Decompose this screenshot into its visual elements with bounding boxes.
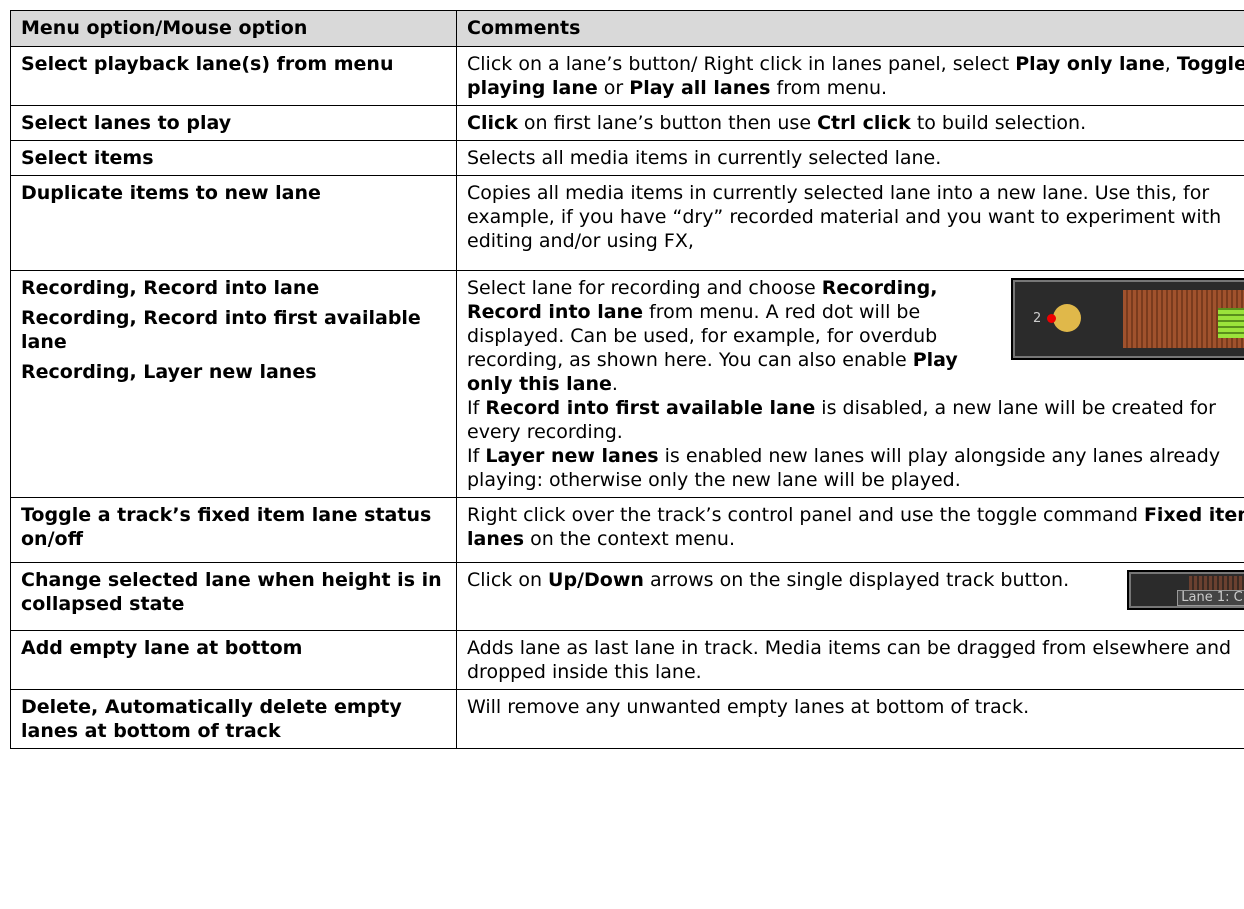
comment-cell: Selects all media items in currently sel… <box>456 140 1244 176</box>
comment-text: Select lane for recording and choose <box>467 277 822 299</box>
table-row: Select playback lane(s) from menu Click o… <box>10 46 1244 106</box>
header-cell: Menu option/Mouse option <box>10 10 457 47</box>
comment-text: Click on a lane’s button/ Right click in… <box>467 53 1016 75</box>
comment-paragraph: Click on first lane’s button then use Ct… <box>467 111 1244 135</box>
comment-text: Right click over the track’s control pan… <box>467 504 1144 526</box>
comment-text: from menu. A red dot will be displayed. … <box>467 301 938 371</box>
comment-paragraph: Click on a lane’s button/ Right click in… <box>467 52 1244 100</box>
table-row: Duplicate items to new lane Copies all me… <box>10 175 1244 271</box>
comment-text: on the context menu. <box>524 528 736 550</box>
comment-cell: Will remove any unwanted empty lanes at … <box>456 689 1244 749</box>
selected-items <box>1218 308 1244 338</box>
screenshot: 2 <box>1011 278 1244 360</box>
bold-text: Toggle playing lane <box>467 53 1244 99</box>
comment-paragraph: Click on Up/Down arrows on the single di… <box>467 568 1244 592</box>
option-text: Select playback lane(s) from menu <box>21 53 394 75</box>
table-body: Select playback lane(s) from menu Click o… <box>10 46 1244 749</box>
option-text: Change selected lane when height is in c… <box>21 569 442 615</box>
option-cell: Select items <box>10 140 457 176</box>
option-cell: Add empty lane at bottom <box>10 630 457 690</box>
option-text: Recording, Layer new lanes <box>21 361 317 383</box>
comment-text: Will remove any unwanted empty lanes at … <box>467 696 1030 718</box>
comment-paragraph: Adds lane as last lane in track. Media i… <box>467 636 1244 684</box>
bold-text: Play all lanes <box>629 77 771 99</box>
table-row: Select items Selects all media items in c… <box>10 140 1244 176</box>
bold-text: Play only lane <box>1015 53 1165 75</box>
table-row: Add empty lane at bottom Adds lane as las… <box>10 630 1244 690</box>
comment-text: Selects all media items in currently sel… <box>467 147 942 169</box>
comment-paragraph: Select lane for recording and choose Rec… <box>467 276 1244 396</box>
comment-cell: Right click over the track’s control pan… <box>456 497 1244 563</box>
option-text: Toggle a track’s fixed item lane status … <box>21 504 432 550</box>
comment-cell: Lane 1: C1Click on Up/Down arrows on the… <box>456 562 1244 631</box>
option-text: Recording, Record into lane <box>21 277 320 299</box>
option-text: Duplicate items to new lane <box>21 182 321 204</box>
table-row: Recording, Record into lane Recording, Re… <box>10 270 1244 498</box>
bold-text: Ctrl click <box>817 112 911 134</box>
comment-text: to build selection. <box>910 112 1087 134</box>
bold-text: Record into first available lane <box>485 397 816 419</box>
bold-text: Click <box>467 112 518 134</box>
comment-paragraph: Selects all media items in currently sel… <box>467 146 1244 170</box>
options-table: Menu option/Mouse option Comments Select… <box>10 10 1244 749</box>
bold-text: Fixed item lanes <box>467 504 1244 550</box>
comment-cell: Click on a lane’s button/ Right click in… <box>456 46 1244 106</box>
table-row: Delete, Automatically delete empty lanes… <box>10 689 1244 749</box>
bold-text: Layer new lanes <box>485 445 659 467</box>
waveform <box>1189 576 1244 590</box>
comment-paragraph: If Record into first available lane is d… <box>467 396 1244 444</box>
comment-cell: 2 Select lane for recording and choose Re… <box>456 270 1244 498</box>
option-text: Select lanes to play <box>21 112 232 134</box>
comment-text: or <box>597 77 630 99</box>
header-cell: Comments <box>456 10 1244 47</box>
document: Menu option/Mouse option Comments Select… <box>10 10 1244 749</box>
option-cell: Select playback lane(s) from menu <box>10 46 457 106</box>
comment-text: from menu. <box>770 77 888 99</box>
comment-paragraph: Right click over the track’s control pan… <box>467 503 1244 551</box>
comment-text: on first lane’s button then use <box>517 112 818 134</box>
screenshot-label: Lane 1: C1 <box>1177 590 1244 606</box>
table-row: Change selected lane when height is in c… <box>10 562 1244 631</box>
screenshot: Lane 1: C1 <box>1127 570 1244 610</box>
comment-text: is disabled, a new lane will be created … <box>467 397 1216 443</box>
comment-paragraph: If Layer new lanes is enabled new lanes … <box>467 444 1244 492</box>
option-text: Recording, Record into first available l… <box>21 307 421 353</box>
bold-text: Play only this lane <box>467 349 958 395</box>
option-cell: Duplicate items to new lane <box>10 175 457 271</box>
comment-text: If <box>467 397 486 419</box>
lane-button <box>1053 304 1081 332</box>
option-cell: Toggle a track’s fixed item lane status … <box>10 497 457 563</box>
comment-text: arrows on the single displayed track but… <box>643 569 1070 591</box>
comment-cell: Adds lane as last lane in track. Media i… <box>456 630 1244 690</box>
comment-paragraph: Will remove any unwanted empty lanes at … <box>467 695 1244 719</box>
option-cell: Recording, Record into lane Recording, Re… <box>10 270 457 498</box>
screenshot-label: 2 <box>1033 311 1042 326</box>
comment-text: Click on <box>467 569 549 591</box>
comment-paragraph: Copies all media items in currently sele… <box>467 181 1244 253</box>
header-row: Menu option/Mouse option Comments <box>10 10 1244 47</box>
option-text: Delete, Automatically delete empty lanes… <box>21 696 402 742</box>
comment-cell: Click on first lane’s button then use Ct… <box>456 105 1244 141</box>
comment-text: is enabled new lanes will play alongside… <box>467 445 1221 491</box>
comment-cell: Copies all media items in currently sele… <box>456 175 1244 271</box>
record-dot <box>1047 314 1056 323</box>
table-row: Toggle a track’s fixed item lane status … <box>10 497 1244 563</box>
table-row: Select lanes to play Click on first lane’… <box>10 105 1244 141</box>
option-text: Select items <box>21 147 154 169</box>
comment-text: If <box>467 445 486 467</box>
bold-text: Recording, Record into lane <box>467 277 938 323</box>
option-cell: Select lanes to play <box>10 105 457 141</box>
comment-text: , <box>1164 53 1177 75</box>
option-cell: Change selected lane when height is in c… <box>10 562 457 631</box>
option-text: Add empty lane at bottom <box>21 637 303 659</box>
comment-text: Copies all media items in currently sele… <box>467 182 1222 252</box>
comment-text: . <box>611 373 618 395</box>
comment-text: Adds lane as last lane in track. Media i… <box>467 637 1232 683</box>
bold-text: Up/Down <box>548 569 644 591</box>
option-cell: Delete, Automatically delete empty lanes… <box>10 689 457 749</box>
